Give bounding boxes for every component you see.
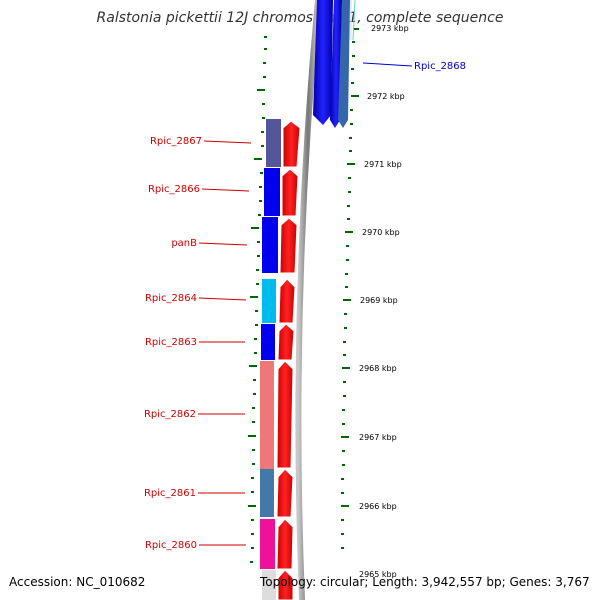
gene-block-rpic-2866 [264, 168, 280, 216]
gene-labels-left: Rpic_2867 Rpic_2866 panB Rpic_2864 Rpic_… [144, 136, 202, 551]
gene-block-rpic-2867 [266, 119, 281, 167]
gene-block-rpic-2860 [260, 519, 275, 569]
map-title: Ralstonia pickettii 12J chromosome 1, co… [96, 10, 504, 26]
scale-labels: 2973 kbp 2972 kbp 2971 kbp 2970 kbp 2969… [359, 24, 409, 579]
gene-label: Rpic_2862 [144, 409, 196, 420]
gene-color-column [260, 119, 281, 600]
gene-label: panB [171, 238, 197, 249]
gene-label: Rpic_2867 [150, 136, 202, 147]
gene-label: Rpic_2864 [145, 293, 197, 304]
scale-label: 2969 kbp [360, 296, 398, 305]
gene-label: Rpic_2866 [148, 184, 200, 195]
gene-block-panb [262, 217, 278, 273]
gene-label: Rpic_2861 [144, 488, 196, 499]
tick-column-left [248, 36, 267, 563]
gene-rpic-2868-shape [313, 0, 356, 128]
gene-block-rpic-2861 [260, 469, 274, 517]
label-leaders [198, 62, 413, 546]
scale-label: 2972 kbp [367, 92, 405, 101]
gene-block-rpic-2863 [261, 324, 275, 360]
scale-label: 2971 kbp [364, 160, 402, 169]
scale-label: 2967 kbp [359, 433, 397, 442]
gene-block-rpic-2864 [262, 279, 276, 323]
gene-block-rpic-2862 [260, 361, 274, 469]
chromosome-backbone [295, 0, 321, 600]
scale-label: 2966 kbp [359, 502, 397, 511]
gene-label-rpic-2868: Rpic_2868 [414, 61, 466, 72]
accession-text: Accession: NC_010682 [9, 575, 146, 589]
gene-label: Rpic_2860 [145, 540, 197, 551]
scale-label: 2973 kbp [371, 24, 409, 33]
forward-strand-genes [276, 120, 301, 600]
gene-label: Rpic_2863 [145, 337, 197, 348]
scale-label: 2970 kbp [362, 228, 400, 237]
scale-label: 2968 kbp [359, 364, 397, 373]
topology-text: Topology: circular; Length: 3,942,557 bp… [260, 575, 590, 589]
scale-label: 2965 kbp [359, 570, 397, 579]
tick-column-right [341, 28, 359, 549]
